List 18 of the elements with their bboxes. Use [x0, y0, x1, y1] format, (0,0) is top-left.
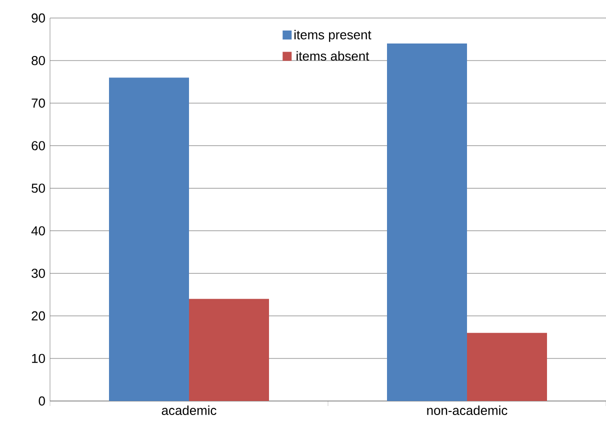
- legend-label: items absent: [296, 51, 370, 61]
- y-tick-label: 10: [32, 354, 45, 364]
- y-tick-label: 40: [31, 226, 45, 236]
- y-tick-label: 20: [32, 311, 45, 320]
- x-tick-label: non-academic: [427, 406, 508, 416]
- y-tick-label: 80: [32, 56, 45, 66]
- y-tick-label: 60: [32, 141, 45, 150]
- bar: [109, 78, 190, 401]
- bar: [189, 298, 270, 401]
- legend-label: items present: [294, 30, 372, 42]
- bar: [387, 44, 468, 401]
- y-tick-label: 90: [32, 13, 45, 23]
- y-tick-label: 50: [32, 184, 45, 193]
- y-tick-label: 0: [38, 396, 45, 406]
- y-tick-label: 70: [32, 98, 45, 108]
- x-tick-label: academic: [162, 406, 216, 416]
- bar: [467, 332, 548, 401]
- y-tick-label: 30: [32, 268, 45, 278]
